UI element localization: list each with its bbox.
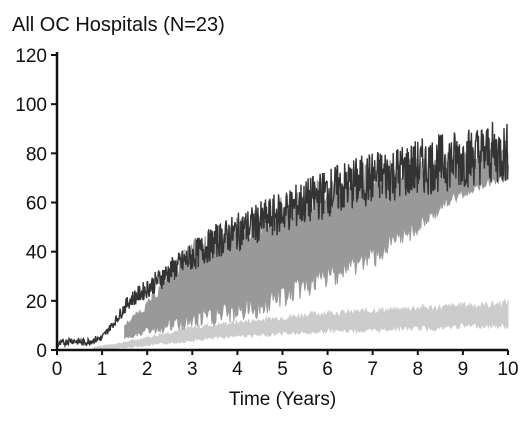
x-tick-label: 3 xyxy=(187,359,198,380)
x-axis-label: Time (Years) xyxy=(229,389,336,410)
y-tick-label: 20 xyxy=(26,292,47,313)
x-tick-label: 7 xyxy=(367,359,378,380)
band-0 xyxy=(92,298,509,351)
band-layer xyxy=(92,147,509,351)
x-tick-label: 1 xyxy=(97,359,108,380)
x-tick-label: 8 xyxy=(413,359,424,380)
y-ticks: 0 20 40 60 80 100 120 xyxy=(15,46,57,362)
x-tick-label: 0 xyxy=(52,359,63,380)
x-ticks: 0 1 2 3 4 5 6 7 8 9 10 xyxy=(52,350,519,380)
x-tick-label: 6 xyxy=(322,359,333,380)
x-tick-label: 2 xyxy=(142,359,153,380)
line-layer xyxy=(56,121,509,349)
chart-title: All OC Hospitals (N=23) xyxy=(12,14,225,36)
x-tick-label: 10 xyxy=(497,359,518,380)
y-tick-label: 120 xyxy=(15,46,47,67)
x-tick-label: 5 xyxy=(277,359,288,380)
x-tick-label: 4 xyxy=(232,359,243,380)
series-line-0 xyxy=(56,121,509,349)
y-tick-label: 40 xyxy=(26,243,47,264)
x-tick-label: 9 xyxy=(458,359,469,380)
y-tick-label: 60 xyxy=(26,194,47,215)
y-tick-label: 80 xyxy=(26,144,47,165)
y-tick-label: 0 xyxy=(36,341,47,362)
y-tick-label: 100 xyxy=(15,95,47,116)
